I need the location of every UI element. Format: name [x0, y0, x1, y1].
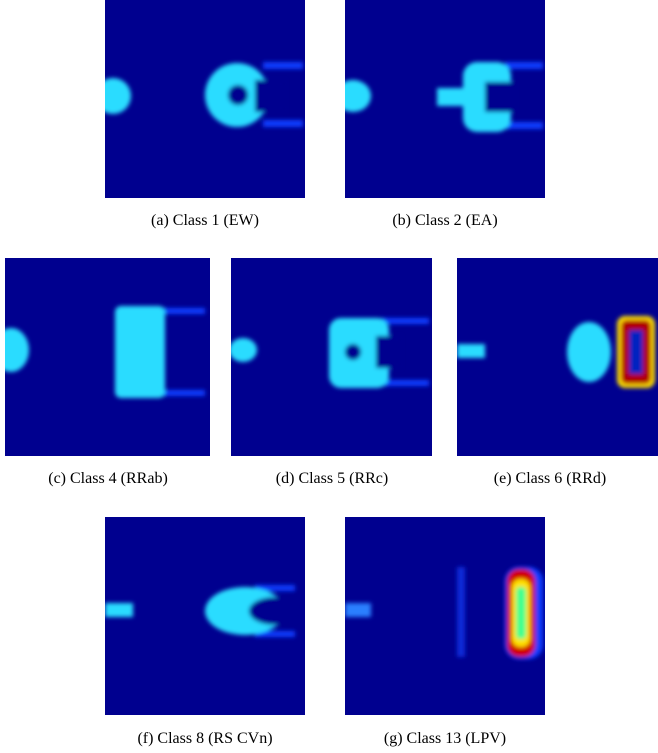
heatmap [105, 0, 305, 198]
heatmap [105, 517, 305, 715]
caption: (c) Class 4 (RRab) [0, 470, 218, 488]
figure: (a) Class 1 (EW) (b) Class 2 (EA) (c) Cl… [0, 0, 658, 753]
caption: (d) Class 5 (RRc) [222, 470, 442, 488]
heatmap [231, 258, 432, 456]
caption: (e) Class 6 (RRd) [440, 470, 658, 488]
heatmap [345, 0, 545, 198]
caption: (a) Class 1 (EW) [95, 212, 315, 230]
caption: (g) Class 13 (LPV) [335, 730, 555, 748]
caption: (b) Class 2 (EA) [335, 212, 555, 230]
heatmap [457, 258, 658, 456]
caption: (f) Class 8 (RS CVn) [95, 730, 315, 748]
heatmap [5, 258, 210, 456]
heatmap [345, 517, 545, 715]
